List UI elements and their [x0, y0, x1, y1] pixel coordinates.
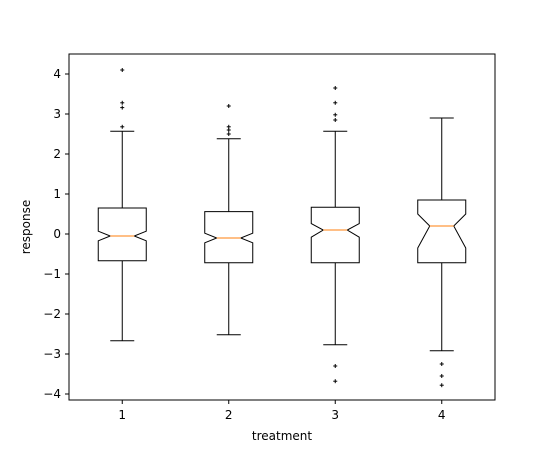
- y-tick-label: −4: [43, 387, 61, 401]
- plot-frame: [68, 53, 496, 401]
- box-group-2: [204, 104, 254, 336]
- plot-marks: [97, 68, 467, 388]
- x-tick-label: 2: [225, 408, 233, 422]
- flier-point: [226, 132, 231, 136]
- flier-point: [439, 374, 444, 378]
- y-axis-label: response: [19, 200, 33, 255]
- x-axis: 1 2 3 4: [118, 400, 446, 422]
- y-axis: −4 −3 −2 −1 0 1 2 3 4: [43, 67, 69, 401]
- x-tick-label: 1: [118, 408, 126, 422]
- flier-point: [120, 100, 125, 105]
- notched-box: [97, 207, 147, 262]
- flier-point: [333, 364, 338, 368]
- flier-point: [333, 112, 338, 117]
- flier-point: [333, 86, 338, 90]
- notched-box: [417, 199, 467, 264]
- x-axis-label: treatment: [252, 429, 312, 443]
- flier-point: [226, 104, 231, 108]
- flier-point: [333, 118, 338, 122]
- flier-point: [439, 362, 444, 366]
- y-tick-label: 1: [53, 187, 61, 201]
- y-tick-label: 0: [53, 227, 61, 241]
- flier-point: [120, 68, 125, 72]
- flier-point: [333, 379, 338, 384]
- y-tick-label: 4: [53, 67, 61, 81]
- flier-point: [120, 105, 125, 110]
- y-tick-label: −1: [43, 267, 61, 281]
- flier-point: [333, 100, 338, 105]
- y-tick-label: 2: [53, 147, 61, 161]
- box-group-4: [417, 117, 467, 388]
- x-tick-label: 4: [438, 408, 446, 422]
- box-group-1: [97, 68, 147, 342]
- flier-point: [439, 383, 444, 388]
- flier-point: [226, 128, 231, 132]
- notched-box: [204, 211, 254, 264]
- x-tick-label: 3: [331, 408, 339, 422]
- box-group-3: [310, 86, 360, 384]
- y-tick-label: 3: [53, 107, 61, 121]
- y-tick-label: −2: [43, 307, 61, 321]
- notched-box: [310, 206, 360, 264]
- flier-point: [120, 124, 125, 129]
- y-tick-label: −3: [43, 347, 61, 361]
